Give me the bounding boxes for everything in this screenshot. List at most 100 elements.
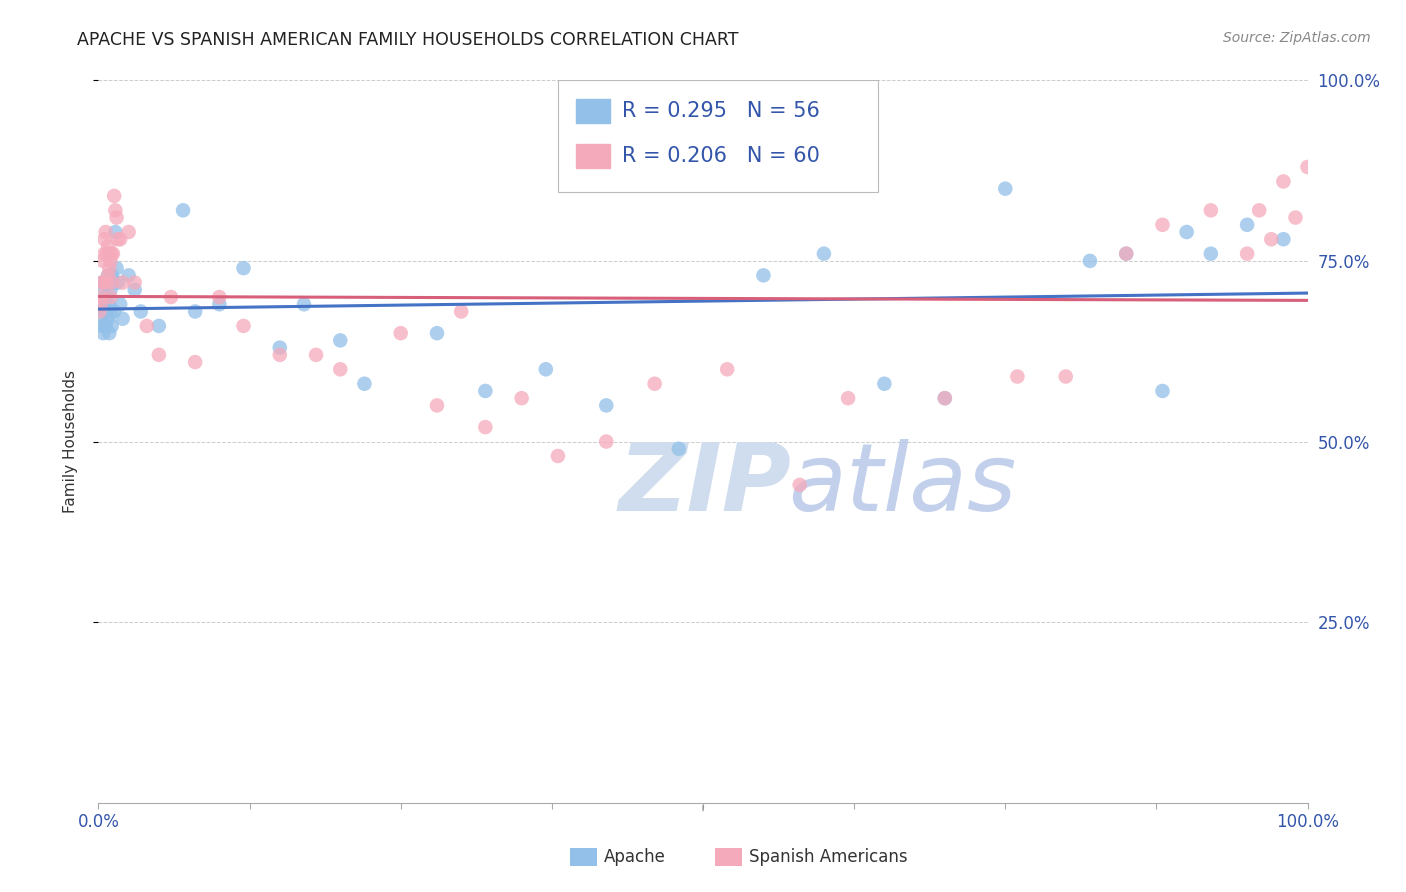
Point [595, 434, 617, 449]
Point [90, 297, 112, 311]
Point [124, 283, 146, 297]
Point [105, 261, 128, 276]
Point [873, 376, 896, 391]
Text: R = 0.295   N = 56: R = 0.295 N = 56 [621, 102, 820, 121]
Point [1175, 225, 1198, 239]
FancyBboxPatch shape [716, 847, 742, 865]
Point [93, 246, 115, 260]
Point [91, 276, 114, 290]
Point [1152, 218, 1174, 232]
Point [93, 232, 115, 246]
Point [108, 232, 131, 246]
Point [292, 297, 315, 311]
Text: Spanish Americans: Spanish Americans [749, 848, 908, 866]
Point [148, 318, 170, 333]
Point [118, 268, 141, 283]
Point [94, 225, 117, 239]
Point [89, 304, 111, 318]
Point [752, 268, 775, 283]
Point [100, 276, 122, 290]
Point [994, 182, 1017, 196]
Point [789, 478, 811, 492]
Point [100, 318, 122, 333]
Point [1249, 203, 1271, 218]
Point [1296, 160, 1319, 174]
Point [208, 297, 231, 311]
Point [124, 276, 146, 290]
Point [668, 442, 690, 456]
Text: ZIP: ZIP [619, 439, 792, 531]
Point [135, 318, 157, 333]
Point [94, 276, 117, 290]
Point [107, 276, 129, 290]
Point [1152, 384, 1174, 398]
Point [148, 348, 170, 362]
Point [450, 304, 472, 318]
Point [1199, 203, 1222, 218]
Point [98, 297, 121, 311]
Point [94, 318, 117, 333]
Point [644, 376, 666, 391]
Point [96, 246, 118, 260]
Point [118, 225, 141, 239]
Point [129, 304, 152, 318]
Point [1236, 218, 1258, 232]
Point [103, 189, 125, 203]
Point [100, 283, 122, 297]
Point [97, 268, 120, 283]
Point [111, 276, 134, 290]
Point [595, 398, 617, 412]
Point [97, 311, 120, 326]
Point [97, 268, 120, 283]
Point [426, 398, 449, 412]
Point [353, 376, 375, 391]
Point [107, 232, 129, 246]
Point [93, 304, 115, 318]
Point [232, 261, 254, 276]
Point [91, 276, 114, 290]
FancyBboxPatch shape [576, 99, 610, 123]
Point [108, 297, 131, 311]
Point [103, 304, 125, 318]
Point [91, 283, 114, 297]
Point [934, 391, 956, 405]
Point [96, 290, 118, 304]
Point [100, 290, 122, 304]
FancyBboxPatch shape [558, 80, 879, 193]
Point [91, 290, 114, 304]
FancyBboxPatch shape [569, 847, 596, 865]
Point [100, 268, 122, 283]
Point [98, 261, 121, 276]
Point [534, 362, 557, 376]
Point [97, 239, 120, 253]
Point [111, 311, 134, 326]
Point [305, 348, 328, 362]
Text: Source: ZipAtlas.com: Source: ZipAtlas.com [1223, 31, 1371, 45]
Point [184, 355, 207, 369]
Point [100, 304, 122, 318]
Point [329, 362, 352, 376]
Point [100, 253, 122, 268]
Point [1236, 246, 1258, 260]
Point [934, 391, 956, 405]
Point [89, 304, 111, 318]
Point [172, 203, 194, 218]
Point [93, 297, 115, 311]
Point [98, 246, 121, 260]
Point [1007, 369, 1029, 384]
Point [1272, 174, 1295, 188]
Text: R = 0.206   N = 60: R = 0.206 N = 60 [621, 146, 820, 166]
Point [232, 318, 254, 333]
Point [160, 290, 183, 304]
Text: APACHE VS SPANISH AMERICAN FAMILY HOUSEHOLDS CORRELATION CHART: APACHE VS SPANISH AMERICAN FAMILY HOUSEH… [77, 31, 738, 49]
Y-axis label: Family Households: Family Households [63, 370, 77, 513]
Point [96, 304, 118, 318]
Point [329, 334, 352, 348]
Point [426, 326, 449, 340]
Point [91, 318, 114, 333]
Point [716, 362, 738, 376]
Point [474, 420, 496, 434]
Point [208, 290, 231, 304]
Point [1054, 369, 1077, 384]
Point [91, 253, 114, 268]
